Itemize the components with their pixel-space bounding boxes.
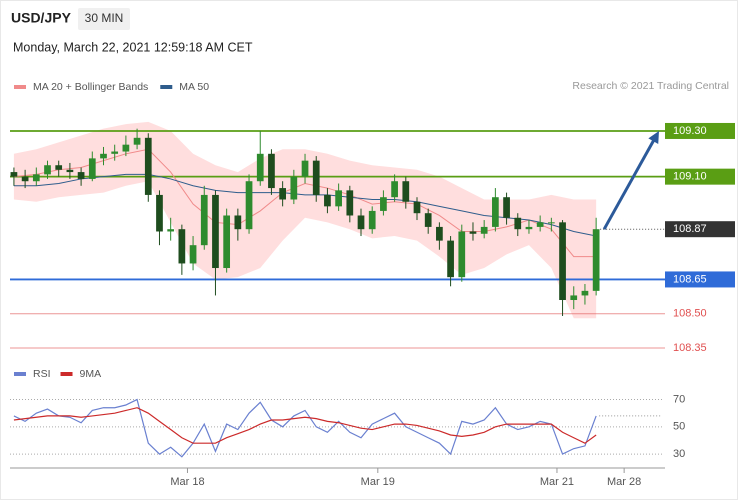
level-label-box: [665, 168, 735, 185]
y-tick-label: 30: [673, 448, 685, 460]
x-tick-label: Mar 21: [540, 476, 574, 488]
y-tick-label: 70: [673, 393, 685, 405]
legend-label: MA 20 + Bollinger Bands: [33, 81, 148, 93]
candle-body: [492, 197, 499, 227]
candle-body: [32, 174, 40, 182]
candle-body: [122, 144, 130, 152]
level-label: 108.50: [673, 308, 707, 320]
target-arrow: [602, 137, 657, 230]
candle-body: [592, 229, 600, 291]
candle-body: [380, 197, 387, 211]
candle-body: [503, 197, 510, 218]
candle-body: [21, 176, 29, 182]
rsi-line: [13, 407, 597, 444]
ma-line: [13, 173, 597, 237]
candle-body: [335, 190, 342, 207]
y-tick-label: 50: [673, 421, 685, 433]
candle-body: [413, 201, 421, 214]
candle-body: [514, 217, 522, 230]
bollinger-band: [13, 121, 597, 319]
candle-body: [66, 169, 74, 173]
current-price-box: [665, 221, 735, 238]
candle-body: [55, 165, 63, 170]
candle-body: [167, 229, 175, 232]
legend-swatch: [60, 372, 73, 376]
x-tick-label: Mar 18: [170, 476, 204, 488]
legend-swatch: [14, 372, 26, 376]
candle-body: [178, 229, 186, 264]
candle-body: [234, 215, 242, 230]
legend-label: 9MA: [80, 368, 102, 380]
candle-body: [212, 194, 219, 269]
level-label: 109.10: [673, 171, 707, 183]
interval: 30 MIN: [85, 11, 124, 25]
x-tick-label: Mar 19: [361, 476, 395, 488]
credit: Research © 2021 Trading Central: [572, 80, 729, 92]
timestamp: Monday, March 22, 2021 12:59:18 AM CET: [13, 40, 253, 54]
candle-body: [279, 188, 286, 200]
candle-body: [88, 158, 96, 179]
candle-body: [301, 160, 309, 177]
candle-body: [245, 181, 253, 230]
symbol: USD/JPY: [11, 10, 72, 26]
level-label-box: [665, 271, 735, 288]
candle-body: [189, 245, 197, 264]
rsi-line: [13, 398, 597, 458]
candle-body: [268, 153, 275, 189]
candle-body: [156, 194, 163, 232]
candle-body: [469, 231, 477, 234]
level-label: 108.65: [673, 273, 707, 285]
legend-label: MA 50: [179, 81, 209, 93]
candle-body: [200, 194, 208, 246]
candle-body: [570, 295, 578, 301]
legend-swatch: [14, 85, 26, 89]
legend-label: RSI: [33, 368, 51, 380]
candle-body: [391, 181, 398, 198]
candle-body: [368, 210, 376, 230]
level-label: 108.35: [673, 342, 707, 354]
candle-body: [10, 172, 18, 177]
candle-body: [559, 222, 566, 301]
level-label: 109.30: [673, 125, 707, 137]
candle-body: [44, 165, 51, 175]
candle-body: [525, 226, 533, 230]
level-label-box: [665, 122, 735, 139]
candle-body: [436, 226, 443, 241]
interval-box: [78, 8, 130, 30]
candle-body: [480, 226, 488, 234]
candle-body: [77, 172, 85, 179]
candle-body: [111, 151, 119, 154]
candle-body: [424, 213, 432, 227]
current-price-label: 108.87: [673, 223, 707, 235]
target-arrow-head: [648, 130, 659, 144]
candle-body: [223, 215, 231, 269]
candle-body: [547, 222, 555, 224]
candle-body: [447, 240, 454, 278]
candle-body: [144, 137, 152, 195]
candle-body: [346, 190, 354, 216]
candle-body: [458, 231, 466, 278]
legend-swatch: [160, 85, 173, 89]
candle-body: [100, 153, 107, 159]
candle-body: [324, 194, 331, 207]
x-tick-label: Mar 28: [607, 476, 641, 488]
candle-body: [133, 137, 141, 145]
candle-body: [256, 153, 264, 182]
candle-body: [581, 290, 589, 296]
candle-body: [312, 160, 320, 195]
candle-body: [290, 176, 298, 200]
candle-body: [357, 215, 365, 230]
candle-body: [402, 181, 410, 202]
candle-body: [536, 222, 544, 227]
